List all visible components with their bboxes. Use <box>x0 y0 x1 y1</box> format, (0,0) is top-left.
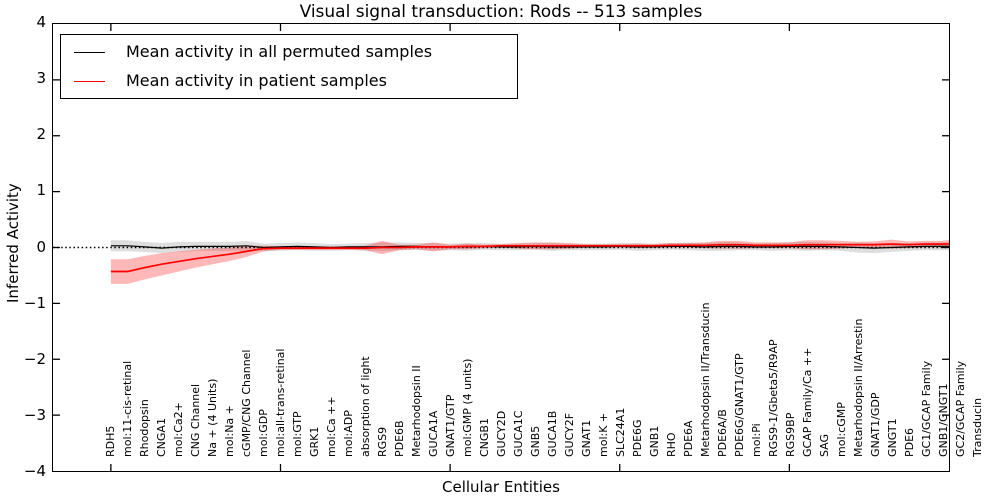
x-tick-label: GRK1 <box>307 426 321 457</box>
y-tick-label: −4 <box>23 462 46 480</box>
x-tick-label: GNB5 <box>528 425 542 457</box>
x-tick-label: GNB1 <box>647 425 661 457</box>
x-tick-label: GNAT1/GDP <box>868 392 882 457</box>
x-tick-label: PDE6A <box>681 420 695 457</box>
x-tick-label: SAG <box>817 433 831 457</box>
x-tick-label: SLC24A1 <box>613 407 627 457</box>
y-tick-label: −3 <box>23 405 46 424</box>
x-tick-label: CNGA1 <box>154 418 168 457</box>
x-tick-label: mol:all-trans-retinal <box>273 348 287 457</box>
x-tick-label: Metarhodopsin II/Transducin <box>698 302 712 457</box>
x-tick-label: RDH5 <box>103 425 117 457</box>
patient-mean-line <box>110 243 949 273</box>
legend-item-patient: Mean activity in patient samples <box>74 69 517 93</box>
chart-canvas <box>53 24 949 471</box>
legend-box: Mean activity in all permuted samples Me… <box>60 34 518 99</box>
x-tick-label: GUCA1B <box>545 410 559 457</box>
x-tick-label: CNGB1 <box>477 418 491 457</box>
y-tick-label: 2 <box>36 125 46 144</box>
x-tick-label: mol:GDP <box>256 409 270 457</box>
y-tick-label: −2 <box>23 349 46 368</box>
legend-label-patient: Mean activity in patient samples <box>126 71 387 90</box>
legend-item-permuted: Mean activity in all permuted samples <box>74 40 517 64</box>
y-tick-label: 0 <box>36 237 46 256</box>
x-tick-label: mol:Na + <box>222 405 236 457</box>
x-tick-label: mol:Ca2+ <box>171 402 185 457</box>
x-tick-label: Transducin <box>970 397 984 457</box>
x-tick-label: mol:ADP <box>341 410 355 457</box>
x-tick-label: mol:Pi <box>749 423 763 457</box>
x-tick-label: GNAT1/GTP <box>443 394 457 457</box>
x-tick-label: GC2/GCAP Family <box>953 360 967 457</box>
x-tick-label: GNAT1 <box>579 419 593 457</box>
x-tick-label: mol:K + <box>596 412 610 457</box>
x-tick-label: mol:cGMP <box>834 402 848 457</box>
chart-title: Visual signal transduction: Rods -- 513 … <box>299 2 703 22</box>
x-tick-label: PDE6A/B <box>715 409 729 457</box>
x-tick-label: mol:GTP <box>290 411 304 457</box>
x-tick-label: cGMP/CNG Channel <box>239 349 253 458</box>
x-tick-label: Metarhodopsin II/Arrestin <box>851 318 865 457</box>
x-tick-label: RGS9 <box>375 426 389 457</box>
x-tick-label: RHO <box>664 432 678 457</box>
x-tick-label: mol:11-cis-retinal <box>120 360 134 457</box>
patient-line-sample <box>74 80 105 82</box>
x-tick-label: GC1/GCAP Family <box>919 360 933 457</box>
x-tick-label: GNB1/GNGT1 <box>936 383 950 457</box>
x-tick-label: GUCY2F <box>562 412 576 457</box>
y-tick-label: 4 <box>36 13 46 31</box>
x-tick-label: GCAP Family/Ca ++ <box>800 347 814 457</box>
x-tick-label: RGS9-1/Gbeta5/R9AP <box>766 339 780 457</box>
x-tick-label: GUCA1A <box>426 410 440 457</box>
x-tick-label: RGS9BP <box>783 412 797 457</box>
x-tick-label: mol:Ca ++ <box>324 396 338 457</box>
x-tick-label: PDE6 <box>902 427 916 457</box>
y-tick-label: −1 <box>23 293 46 312</box>
x-tick-label: Metarhodopsin II <box>409 365 423 457</box>
x-tick-label: Rhodopsin <box>137 399 151 457</box>
y-tick-label: 3 <box>36 69 46 88</box>
x-tick-label: PDE6B <box>392 420 406 457</box>
x-tick-label: absorption of light <box>358 356 372 457</box>
permuted-line-sample <box>74 51 105 53</box>
x-tick-label: GUCY2D <box>494 410 508 457</box>
x-tick-label: Na + (4 Units) <box>205 378 219 457</box>
x-tick-label: GUCA1C <box>511 410 525 457</box>
x-tick-label: PDE6G <box>630 419 644 457</box>
x-tick-label: CNG Channel <box>188 383 202 457</box>
x-tick-label: GNGT1 <box>885 418 899 457</box>
x-axis-title: Cellular Entities <box>442 478 560 496</box>
legend-label-permuted: Mean activity in all permuted samples <box>126 42 433 61</box>
y-tick-label: 1 <box>36 181 46 200</box>
x-tick-label: PDE6G/GNAT1/GTP <box>732 353 746 457</box>
x-tick-label: mol:GMP (4 units) <box>460 358 474 457</box>
